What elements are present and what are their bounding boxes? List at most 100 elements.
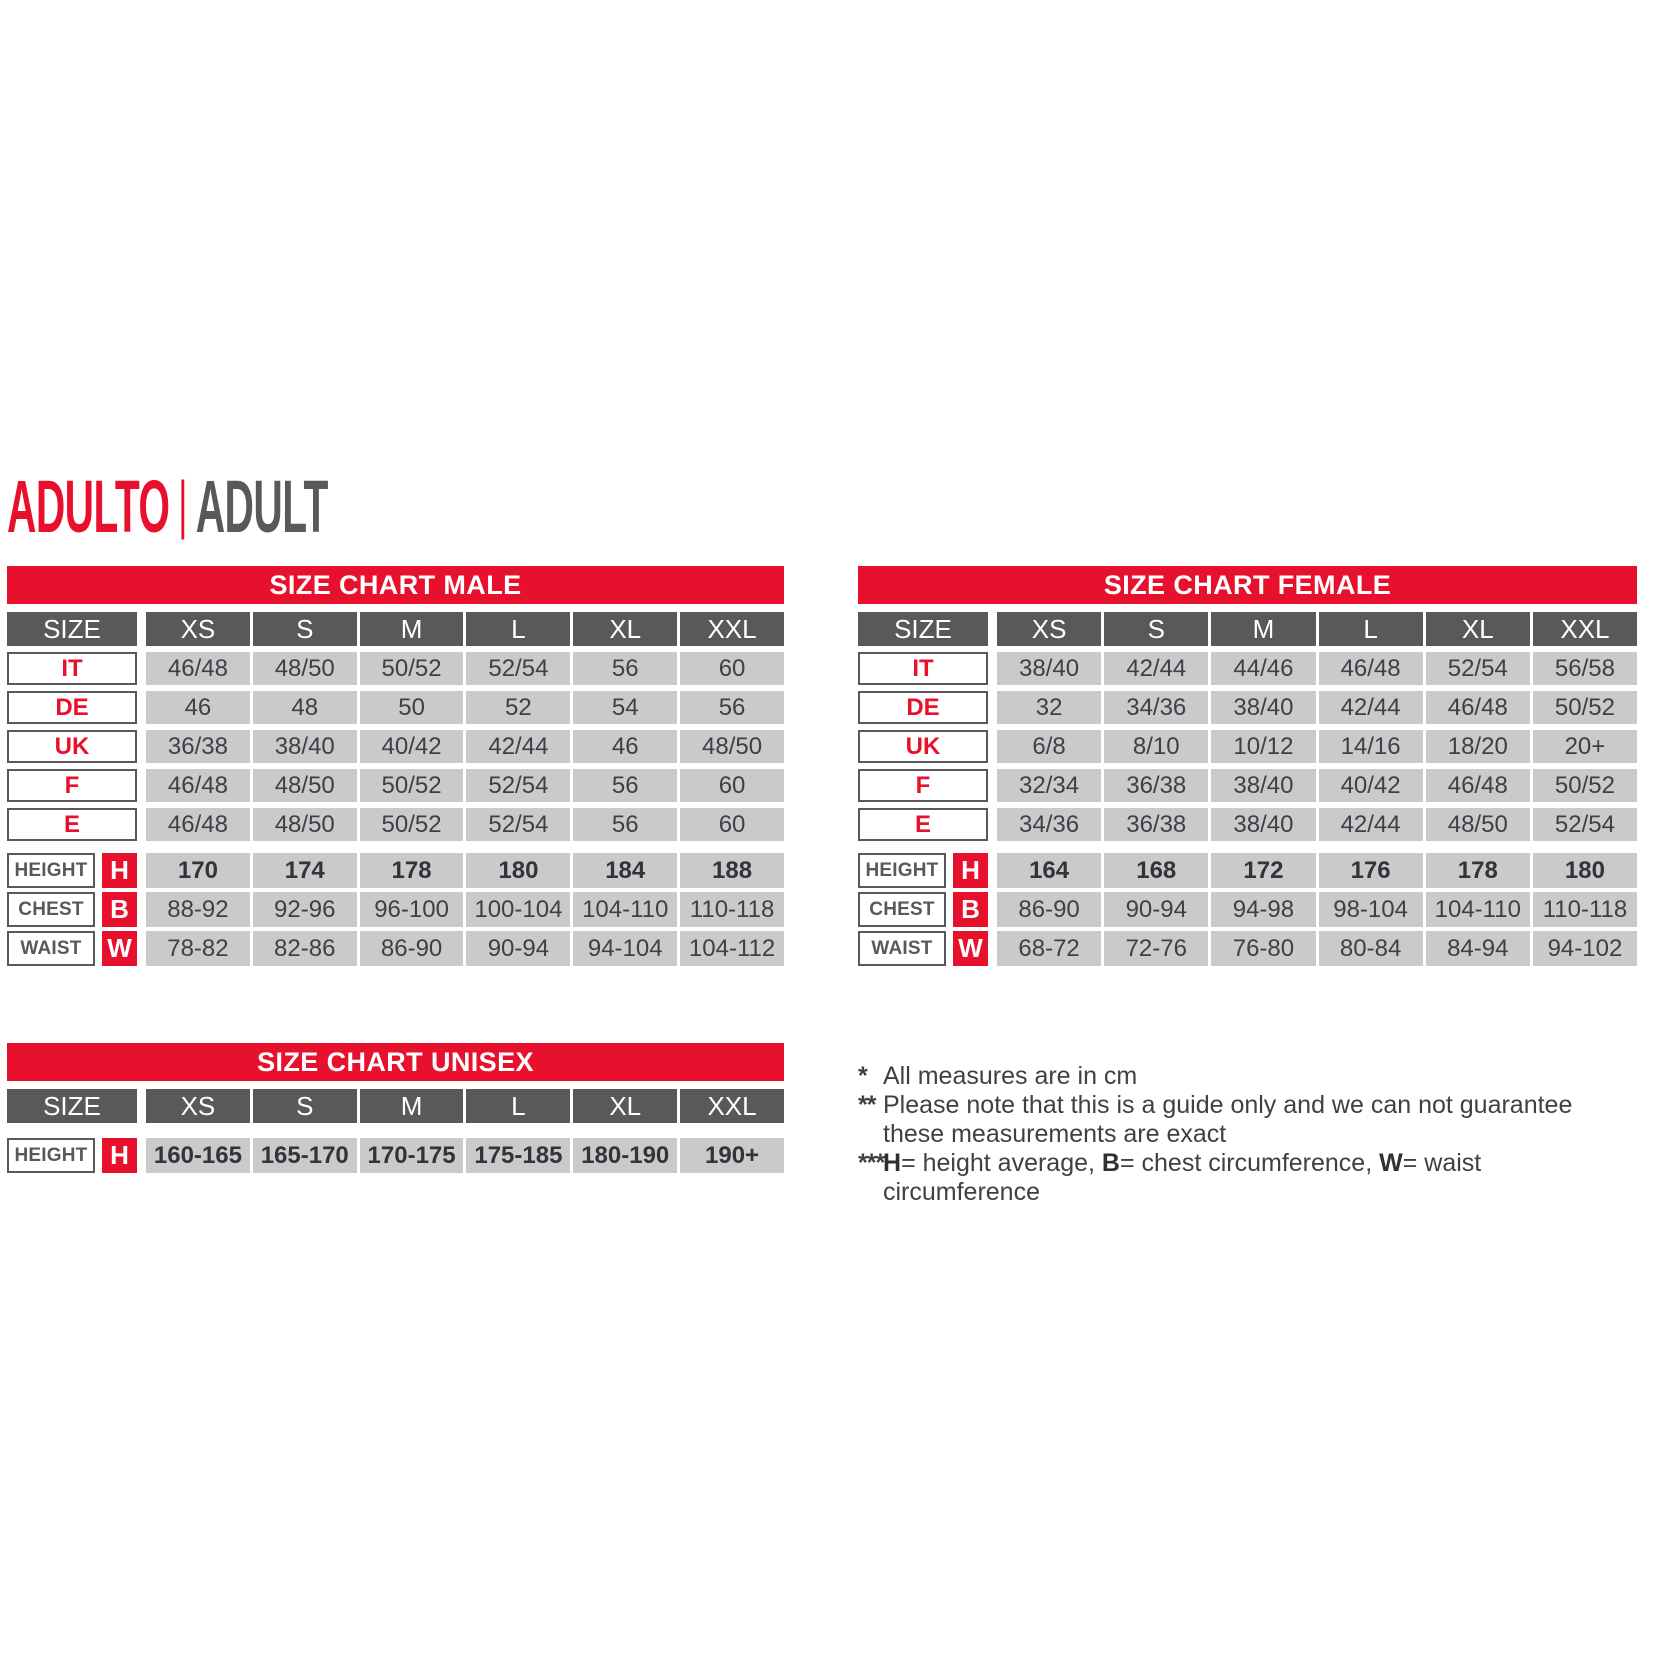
measure-value-cell: 98-104: [1318, 892, 1423, 927]
measure-value-cell: 172: [1211, 853, 1316, 888]
column-header-l: L: [466, 1089, 571, 1123]
size-value-cell: 48/50: [252, 808, 357, 841]
size-value-cell: 52: [466, 691, 571, 724]
measure-value-cell: 164: [997, 853, 1102, 888]
size-system-label: F: [7, 769, 137, 802]
size-value-cell: 56: [573, 808, 678, 841]
size-value-cell: 38/40: [1211, 691, 1316, 724]
column-header-xl: XL: [573, 612, 678, 646]
size-row-uk: UK 6/8 8/10 10/12 14/16 18/20 20+: [858, 730, 1638, 763]
size-value-cell: 52/54: [466, 808, 571, 841]
size-value-cell: 52/54: [1425, 652, 1530, 685]
measure-value-cell: 104-112: [680, 931, 784, 966]
measure-code-h: H: [102, 853, 137, 888]
measure-value-cell: 178: [359, 853, 464, 888]
measure-name-waist: WAIST: [7, 931, 95, 966]
size-row-it: IT 38/40 42/44 44/46 46/48 52/54 56/58: [858, 652, 1638, 685]
size-value-cell: 48/50: [1425, 808, 1530, 841]
size-value-cell: 46/48: [146, 808, 250, 841]
footnote-marker: **: [858, 1091, 876, 1119]
column-header-s: S: [252, 612, 357, 646]
measure-label-col: HEIGHT H: [858, 853, 988, 888]
size-header-col: SIZE: [7, 612, 137, 646]
size-value-cell: 32: [997, 691, 1102, 724]
size-value-cell: 32/34: [997, 769, 1102, 802]
footnote-guide-only: ** Please note that this is a guide only…: [858, 1091, 1618, 1149]
legend-text: = waist circumference: [883, 1149, 1482, 1206]
column-header-s: S: [252, 1089, 357, 1123]
column-header-xs: XS: [146, 1089, 250, 1123]
column-header-row: SIZE XS S M L XL XXL: [7, 1089, 784, 1123]
column-headers: XS S M L XL XXL: [997, 612, 1638, 646]
size-value-cell: 56: [680, 691, 784, 724]
measure-value-cell: 180-190: [573, 1138, 678, 1173]
column-header-size: SIZE: [7, 612, 137, 646]
size-chart-female-table: SIZE CHART FEMALE SIZE XS S M L XL XXL I…: [858, 566, 1638, 966]
column-header-size: SIZE: [7, 1089, 137, 1123]
row-values: 68-72 72-76 76-80 80-84 84-94 94-102: [997, 931, 1638, 966]
measure-label-col: WAIST W: [858, 931, 988, 966]
legend-code-w: W: [1379, 1149, 1403, 1177]
size-value-cell: 44/46: [1211, 652, 1316, 685]
measure-value-cell: 76-80: [1211, 931, 1316, 966]
table-banner-unisex: SIZE CHART UNISEX: [7, 1043, 784, 1081]
row-label-col: DE: [858, 691, 988, 724]
measure-name-chest: CHEST: [7, 892, 95, 927]
footnote-line: All measures are in cm: [883, 1062, 1138, 1090]
size-value-cell: 46/48: [1318, 652, 1423, 685]
page-title: ADULTO | ADULT: [7, 464, 328, 549]
size-value-cell: 42/44: [1318, 691, 1423, 724]
size-row-e: E 34/36 36/38 38/40 42/44 48/50 52/54: [858, 808, 1638, 841]
measure-row-height: HEIGHT H 164 168 172 176 178 180: [858, 853, 1638, 888]
footnote-text: H= height average, B= chest circumferenc…: [883, 1149, 1618, 1207]
footnote-measures-cm: * All measures are in cm: [858, 1062, 1618, 1091]
size-system-label: E: [858, 808, 988, 841]
column-header-xs: XS: [997, 612, 1102, 646]
measure-value-cell: 86-90: [997, 892, 1102, 927]
row-values: 46/48 48/50 50/52 52/54 56 60: [146, 769, 784, 802]
measure-label-col: WAIST W: [7, 931, 137, 966]
size-value-cell: 34/36: [997, 808, 1102, 841]
size-system-label: F: [858, 769, 988, 802]
size-value-cell: 52/54: [466, 652, 571, 685]
size-value-cell: 50/52: [359, 652, 464, 685]
measure-value-cell: 94-104: [573, 931, 678, 966]
size-row-e: E 46/48 48/50 50/52 52/54 56 60: [7, 808, 784, 841]
table-banner-female: SIZE CHART FEMALE: [858, 566, 1637, 604]
measure-name-chest: CHEST: [858, 892, 946, 927]
footnote-text: Please note that this is a guide only an…: [883, 1091, 1618, 1149]
measure-value-cell: 176: [1318, 853, 1423, 888]
measure-value-cell: 88-92: [146, 892, 250, 927]
measure-value-cell: 178: [1425, 853, 1530, 888]
column-header-xxl: XXL: [680, 1089, 784, 1123]
measure-value-cell: 68-72: [997, 931, 1102, 966]
size-value-cell: 50/52: [1532, 691, 1638, 724]
size-value-cell: 60: [680, 652, 784, 685]
size-system-label: UK: [7, 730, 137, 763]
size-value-cell: 40/42: [1318, 769, 1423, 802]
size-row-uk: UK 36/38 38/40 40/42 42/44 46 48/50: [7, 730, 784, 763]
row-values: 88-92 92-96 96-100 100-104 104-110 110-1…: [146, 892, 784, 927]
row-values: 34/36 36/38 38/40 42/44 48/50 52/54: [997, 808, 1638, 841]
size-value-cell: 38/40: [1211, 808, 1316, 841]
measure-code-w: W: [102, 931, 137, 966]
page-title-primary: ADULTO: [7, 465, 170, 548]
row-values: 46/48 48/50 50/52 52/54 56 60: [146, 652, 784, 685]
size-value-cell: 46: [146, 691, 250, 724]
column-header-m: M: [359, 1089, 464, 1123]
size-value-cell: 52/54: [466, 769, 571, 802]
footnote-marker: *: [858, 1062, 868, 1090]
measure-value-cell: 188: [680, 853, 784, 888]
size-value-cell: 46/48: [1425, 769, 1530, 802]
column-headers: XS S M L XL XXL: [146, 1089, 784, 1123]
measure-label-col: HEIGHT H: [7, 853, 137, 888]
row-label-col: UK: [7, 730, 137, 763]
measure-value-cell: 94-98: [1211, 892, 1316, 927]
measure-value-cell: 86-90: [359, 931, 464, 966]
size-system-label: DE: [7, 691, 137, 724]
size-value-cell: 18/20: [1425, 730, 1530, 763]
column-header-xl: XL: [1425, 612, 1530, 646]
column-header-l: L: [466, 612, 571, 646]
row-label-col: UK: [858, 730, 988, 763]
row-label-col: F: [7, 769, 137, 802]
